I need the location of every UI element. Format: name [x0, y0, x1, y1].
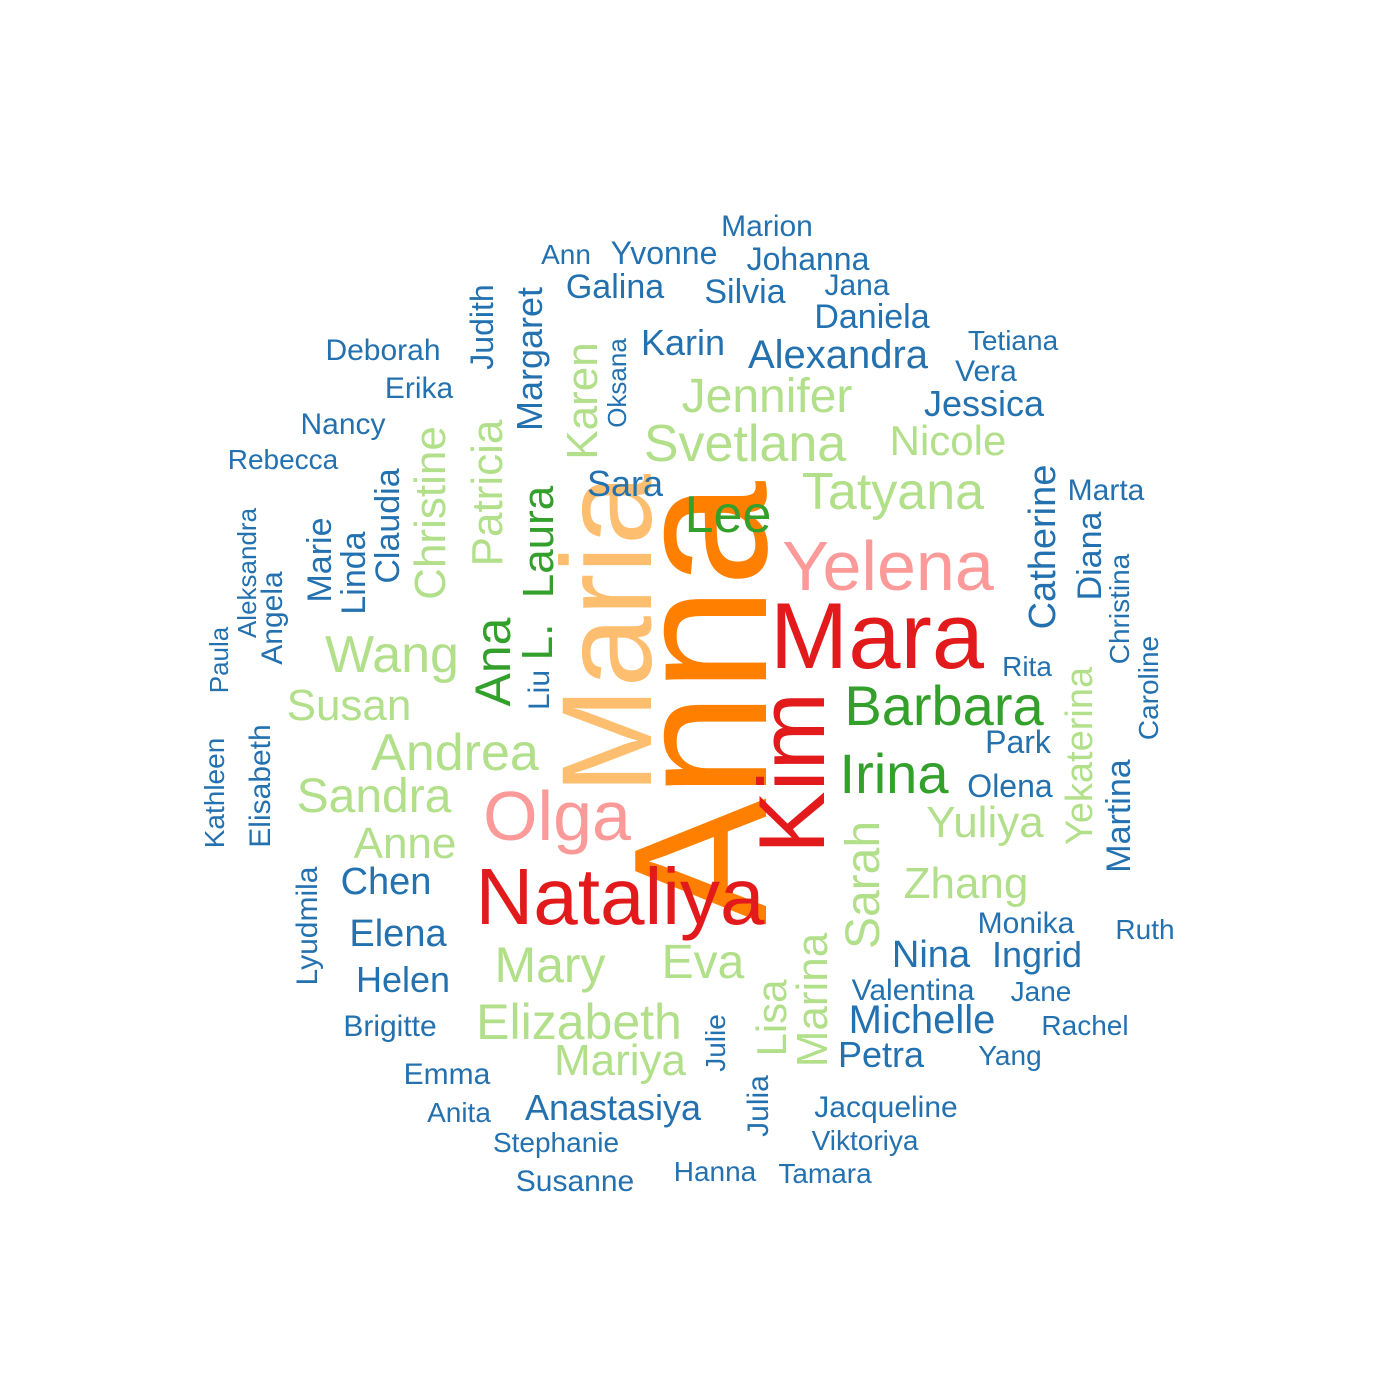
word-vera: Vera	[955, 355, 1017, 388]
word-rita: Rita	[1002, 651, 1052, 682]
word-nina: Nina	[891, 934, 971, 976]
word-nataliya: Nataliya	[475, 852, 765, 941]
word-irina: Irina	[839, 742, 949, 805]
word-marta: Marta	[1067, 474, 1145, 507]
word-susanne: Susanne	[515, 1165, 635, 1198]
word-kim: Kim	[739, 692, 844, 854]
word-marion: Marion	[721, 210, 813, 243]
word-caroline: Caroline	[1133, 635, 1164, 741]
word-elizabeth: Elizabeth	[476, 994, 682, 1050]
word-olena: Olena	[967, 768, 1053, 804]
word-christine: Christine	[406, 426, 455, 600]
word-ann: Ann	[541, 239, 591, 270]
word-elena: Elena	[349, 913, 447, 955]
word-ingrid: Ingrid	[991, 934, 1083, 975]
word-nicole: Nicole	[889, 417, 1007, 464]
word-ruth: Ruth	[1115, 914, 1175, 945]
word-hanna: Hanna	[673, 1156, 757, 1187]
word-martina: Martina	[1100, 759, 1138, 873]
word-barbara: Barbara	[844, 674, 1044, 737]
word-deborah: Deborah	[325, 334, 441, 367]
word-michelle: Michelle	[848, 998, 996, 1042]
word-tatyana: Tatyana	[801, 463, 985, 521]
word-alexandra: Alexandra	[747, 333, 929, 377]
word-sara: Sara	[586, 463, 664, 504]
word-paula: Paula	[204, 626, 234, 694]
word-jennifer: Jennifer	[681, 370, 853, 423]
word-jane: Jane	[1010, 976, 1072, 1007]
word-silvia: Silvia	[704, 273, 786, 311]
word-julie: Julie	[700, 1014, 731, 1072]
word-yelena: Yelena	[782, 527, 994, 605]
word-elisabeth: Elisabeth	[244, 724, 277, 848]
word-karen: Karen	[558, 342, 607, 460]
word-sarah: Sarah	[837, 820, 890, 950]
word-yuliya: Yuliya	[926, 798, 1044, 847]
word-rebecca: Rebecca	[227, 444, 339, 475]
word-ana: Ana	[465, 617, 521, 707]
word-anne: Anne	[353, 819, 457, 868]
word-jana: Jana	[824, 269, 890, 302]
word-angela: Angela	[256, 571, 289, 665]
word-petra: Petra	[837, 1034, 925, 1075]
word-monika: Monika	[977, 907, 1075, 940]
word-maria: Maria	[536, 473, 679, 795]
word-catherine: Catherine	[1022, 464, 1064, 630]
word-olga: Olga	[483, 777, 631, 855]
word-viktoriya: Viktoriya	[811, 1125, 919, 1156]
word-nancy: Nancy	[300, 408, 386, 441]
word-patricia: Patricia	[463, 419, 512, 567]
word-christina: Christina	[1104, 553, 1135, 665]
word-anastasiya: Anastasiya	[524, 1087, 702, 1128]
word-helen: Helen	[355, 959, 451, 1000]
word-tamara: Tamara	[778, 1158, 872, 1189]
word-yekaterina: Yekaterina	[1059, 666, 1101, 846]
word-rachel: Rachel	[1041, 1010, 1129, 1041]
word-claudia: Claudia	[369, 468, 407, 584]
word-yang: Yang	[978, 1040, 1042, 1071]
word-lisa: Lisa	[748, 979, 795, 1057]
word-andrea: Andrea	[371, 724, 539, 782]
word-galina: Galina	[565, 268, 665, 306]
word-lyudmila: Lyudmila	[291, 866, 324, 986]
word-tetiana: Tetiana	[967, 325, 1059, 356]
word-svetlana: Svetlana	[643, 415, 847, 473]
word-eva: Eva	[661, 936, 745, 989]
word-daniela: Daniela	[814, 298, 930, 336]
word-judith: Judith	[464, 284, 500, 370]
word-liu: Liu	[523, 669, 556, 711]
word-marina: Marina	[788, 932, 837, 1068]
word-jacqueline: Jacqueline	[814, 1091, 958, 1124]
word-park: Park	[985, 724, 1051, 760]
word-wang: Wang	[325, 626, 459, 684]
word-johanna: Johanna	[746, 241, 870, 277]
word-erika: Erika	[384, 372, 454, 405]
word-brigitte: Brigitte	[343, 1010, 437, 1043]
word-kathleen: Kathleen	[199, 737, 230, 849]
word-linda: Linda	[335, 531, 373, 615]
word-stephanie: Stephanie	[492, 1127, 620, 1158]
word-julia: Julia	[742, 1075, 775, 1137]
word-susan: Susan	[286, 681, 412, 730]
word-jessica: Jessica	[923, 383, 1045, 424]
word-yvonne: Yvonne	[610, 235, 718, 271]
word-diana: Diana	[1071, 511, 1109, 601]
word-mara: Mara	[769, 583, 985, 688]
word-karin: Karin	[640, 322, 726, 363]
word-valentina: Valentina	[851, 974, 975, 1007]
word-margaret: Margaret	[509, 286, 550, 432]
word-oksana: Oksana	[602, 338, 632, 428]
word-l: L.	[513, 623, 562, 661]
word-mary: Mary	[494, 937, 606, 993]
word-marie: Marie	[301, 517, 339, 603]
word-laura: Laura	[514, 485, 563, 599]
word-emma: Emma	[403, 1058, 491, 1091]
word-chen: Chen	[340, 861, 432, 903]
word-sandra: Sandra	[296, 770, 452, 823]
word-anita: Anita	[427, 1097, 491, 1128]
word-lee: Lee	[684, 486, 772, 544]
word-zhang: Zhang	[903, 859, 1029, 908]
word-mariya: Mariya	[553, 1036, 687, 1085]
